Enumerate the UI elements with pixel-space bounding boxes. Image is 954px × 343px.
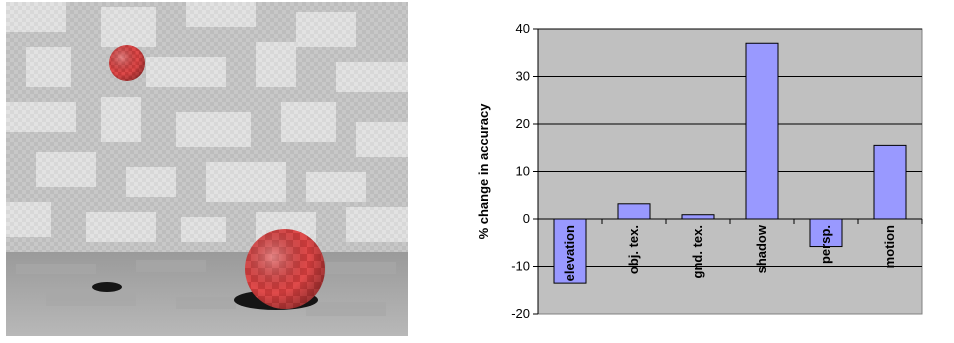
small-ball-shadow [92,282,122,292]
small-sphere-shading [109,45,145,81]
category-labels: elevation obj. tex. gnd. tex. shadow persp. m… [562,224,897,281]
bar-elevation [553,218,587,284]
bar-chart: -20 -10 0 10 20 30 40 elevation obj. tex. gnd. t… [476,21,923,321]
y-tick-label: 20 [516,116,530,131]
y-tick-label: 40 [516,21,530,36]
category-label: obj. tex. [626,225,641,274]
floor-tiles [16,260,396,316]
plot-area [537,28,923,315]
bar-gnd-tex [681,214,715,220]
y-tick-label: -10 [511,259,530,274]
y-tick-label: 0 [523,211,530,226]
category-label: persp. [818,225,833,264]
bar-obj-tex [617,203,651,220]
category-label: elevation [562,225,577,281]
category-label: motion [882,225,897,268]
bar-shadow [745,42,779,220]
y-axis-ticks: -20 -10 0 10 20 30 40 [511,21,539,321]
y-tick-label: 10 [516,164,530,179]
category-label: gnd. tex. [690,225,705,278]
y-tick-label: -20 [511,306,530,321]
bars [553,42,907,284]
scene-image [6,2,408,336]
category-label: shadow [754,224,769,273]
large-sphere-shading [245,229,325,309]
y-tick-label: 30 [516,69,530,84]
y-axis-label: % change in accuracy [476,103,491,240]
bar-persp [809,218,843,248]
gridlines [538,28,922,267]
bar-motion [873,144,907,220]
wall-tiles [6,2,408,242]
